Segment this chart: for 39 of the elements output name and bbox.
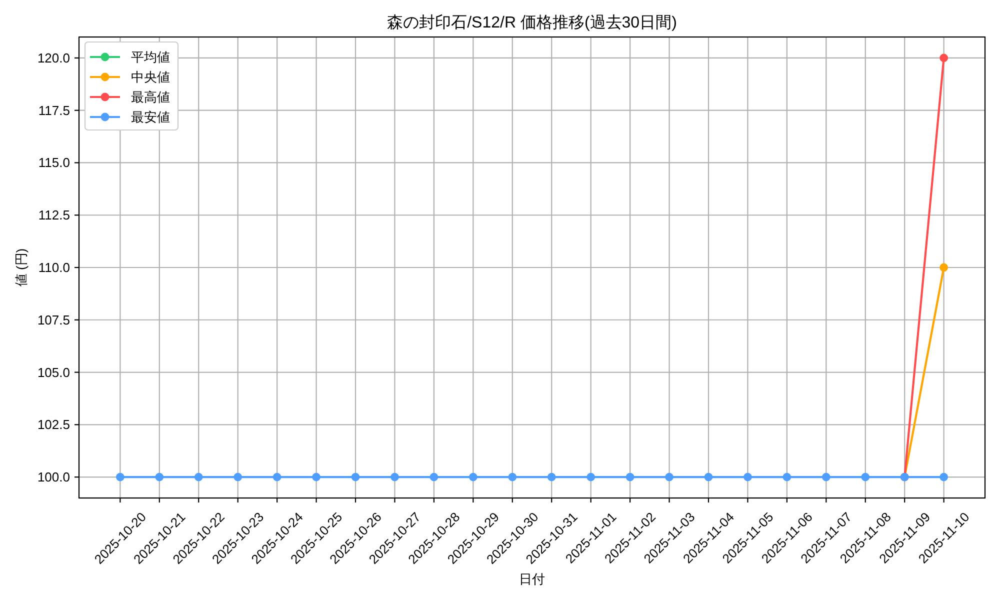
y-tick-label: 102.5: [37, 417, 70, 432]
x-axis-title: 日付: [519, 572, 545, 586]
legend-label: 最安値: [131, 110, 170, 124]
point: [940, 54, 948, 62]
point: [940, 263, 948, 272]
point: [430, 472, 438, 482]
point: [665, 472, 674, 482]
chart-title: 森の封印石/S12/R 価格推移(過去30日間): [387, 14, 677, 32]
legend-label: 平均値: [131, 50, 170, 64]
y-tick-label: 112.5: [38, 208, 70, 223]
point: [861, 472, 870, 482]
point: [155, 472, 164, 482]
point: [782, 472, 792, 482]
point: [508, 472, 517, 482]
point: [272, 472, 282, 482]
point: [116, 472, 124, 482]
point: [194, 472, 203, 482]
y-tick-label: 115.0: [38, 155, 70, 170]
legend-label: 最高値: [131, 90, 170, 104]
point: [390, 472, 399, 482]
y-tick-label: 120.0: [37, 50, 70, 66]
point: [940, 472, 948, 482]
y-tick-label: 107.5: [37, 312, 70, 328]
point: [822, 472, 830, 482]
y-tick-label: 117.5: [38, 102, 70, 118]
y-tick-label: 100.0: [37, 470, 70, 485]
point: [704, 472, 713, 482]
y-axis-title: 値 (円): [14, 248, 28, 287]
point: [744, 472, 752, 482]
point: [468, 472, 478, 482]
point: [547, 472, 556, 482]
legend-label: 中央値: [131, 70, 170, 84]
point: [586, 472, 596, 482]
point: [234, 472, 242, 482]
point: [312, 472, 320, 482]
y-tick-label: 105.0: [37, 364, 70, 380]
point: [351, 472, 360, 482]
point: [626, 472, 634, 482]
y-tick-label: 110.0: [38, 260, 70, 275]
